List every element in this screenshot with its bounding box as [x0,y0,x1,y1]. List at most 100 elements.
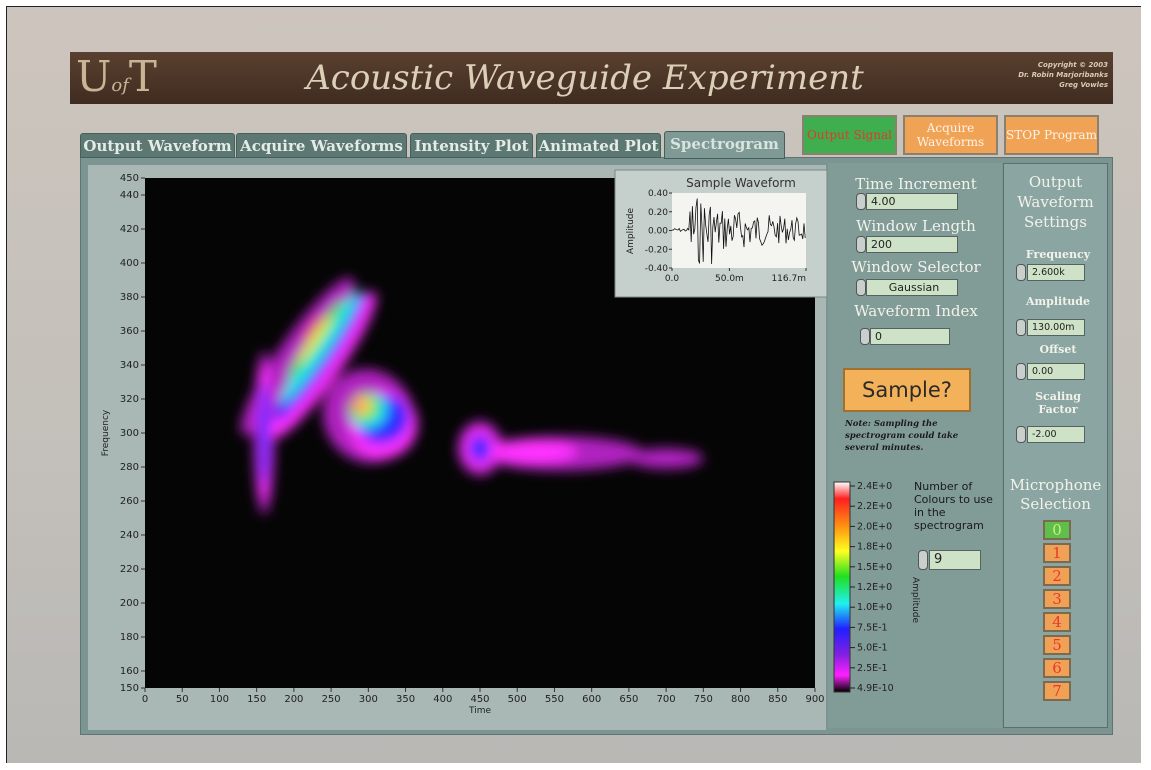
y-tick-label: 360 [120,326,139,337]
microphone-option[interactable]: 2 [1043,566,1071,586]
colorbar-label: Amplitude [910,577,920,624]
inset-y-tick-label: 0.40 [648,189,668,199]
control-label: Window Length [836,217,996,235]
inset-y-tick-label: 0.00 [648,227,668,237]
x-tick-label: 300 [359,694,378,705]
inset-y-tick-label: -0.20 [645,245,669,255]
inset-y-tick-label: 0.20 [648,208,668,218]
x-tick-label: 100 [210,694,229,705]
spinner [856,193,866,210]
setting-value[interactable]: 0.00 [1027,363,1085,380]
y-tick-label: 440 [120,190,139,201]
x-tick-label: 350 [396,694,415,705]
x-tick-label: 500 [508,694,527,705]
x-tick-label: 150 [247,694,266,705]
setting-label: Amplitude [1018,295,1098,308]
x-tick-label: 700 [657,694,676,705]
heat-blob [259,382,269,484]
spinner [1016,363,1026,380]
microphone-option[interactable]: 4 [1043,612,1071,632]
x-tick-label: 600 [582,694,601,705]
setting-value[interactable]: 2.600k [1027,264,1085,281]
spinner [1016,426,1026,443]
colorbar-tick-label: 2.5E-1 [857,663,888,674]
control-value[interactable]: Gaussian [866,279,958,296]
y-tick-label: 420 [120,224,139,235]
control-value[interactable]: 4.00 [866,193,958,210]
inset-plot [672,193,806,268]
control-label: Window Selector [836,258,996,276]
x-tick-label: 850 [768,694,787,705]
spinner [860,328,870,345]
colorbar-tick-label: 1.2E+0 [857,582,892,593]
y-tick-label: 220 [120,564,139,575]
microphone-option[interactable]: 3 [1043,589,1071,609]
colorbar-tick-label: 2.0E+0 [857,521,892,532]
setting-value[interactable]: -2.00 [1027,426,1085,443]
microphone-option[interactable]: 0 [1043,520,1071,540]
sample-button[interactable]: Sample? [843,368,971,412]
y-tick-label: 450 [120,173,139,184]
setting-label: Offset [1018,343,1098,356]
y-axis-label: Frequency [101,409,111,456]
control-label: Time Increment [836,175,996,193]
x-tick-label: 250 [322,694,341,705]
x-tick-label: 400 [433,694,452,705]
colorbar-tick-label: 2.2E+0 [857,501,892,512]
y-tick-label: 340 [120,360,139,371]
microphone-option[interactable]: 7 [1043,681,1071,701]
y-tick-label: 260 [120,496,139,507]
screen: UofT Acoustic Waveguide Experiment Copyr… [0,0,1151,770]
heat-blob [470,435,491,462]
microphone-option[interactable]: 1 [1043,543,1071,563]
colorbar-tick-label: 7.5E-1 [857,622,888,633]
colours-label: Number of Colours to use in the spectrog… [914,480,1000,532]
tab[interactable]: Acquire Waveforms [236,133,407,158]
button[interactable]: Acquire Waveforms [903,115,998,155]
y-tick-label: 160 [120,666,139,677]
spinner [856,236,866,253]
inset-x-tick-label: 116.7m [771,274,806,284]
colorbar-tick-label: 1.8E+0 [857,542,892,553]
colorbar [834,482,850,692]
microphone-option[interactable]: 6 [1043,658,1071,678]
tab[interactable]: Spectrogram [664,131,785,159]
colorbar-tick-label: 4.9E-10 [857,683,894,694]
colours-value[interactable]: 9 [929,550,981,570]
x-tick-label: 50 [176,694,189,705]
setting-label: Frequency [1018,248,1098,261]
x-tick-label: 550 [545,694,564,705]
y-tick-label: 380 [120,292,139,303]
setting-label: Scaling Factor [1018,390,1098,416]
microphone-title: Microphone Selection [1005,476,1106,514]
inset-x-tick-label: 50.0m [715,274,744,284]
x-axis-label: Time [468,706,491,716]
note: Note: Sampling the spectrogram could tak… [845,418,963,454]
x-tick-label: 650 [619,694,638,705]
y-tick-label: 320 [120,394,139,405]
tab[interactable]: Output Waveform [80,133,235,158]
x-tick-label: 200 [284,694,303,705]
x-tick-label: 800 [731,694,750,705]
x-tick-label: 450 [470,694,489,705]
output-title: Output Waveform Settings [1005,172,1106,232]
heat-blob [487,440,576,464]
control-value[interactable]: 200 [866,236,958,253]
spinner [1016,264,1026,281]
inset-y-label: Amplitude [626,207,636,254]
button[interactable]: STOP Program [1004,115,1099,155]
control-value[interactable]: 0 [870,328,950,345]
heat-blob [629,448,703,468]
control-label: Waveform Index [836,302,996,320]
x-tick-label: 900 [805,694,824,705]
tab[interactable]: Intensity Plot [410,133,533,158]
tab[interactable]: Animated Plot [536,133,661,158]
microphone-option[interactable]: 5 [1043,635,1071,655]
button[interactable]: Output Signal [802,115,897,155]
colorbar-tick-label: 5.0E-1 [857,643,888,654]
y-tick-label: 180 [120,632,139,643]
x-tick-label: 750 [694,694,713,705]
setting-value[interactable]: 130.00m [1027,319,1085,336]
spinner [856,279,866,296]
spinner [1016,319,1026,336]
